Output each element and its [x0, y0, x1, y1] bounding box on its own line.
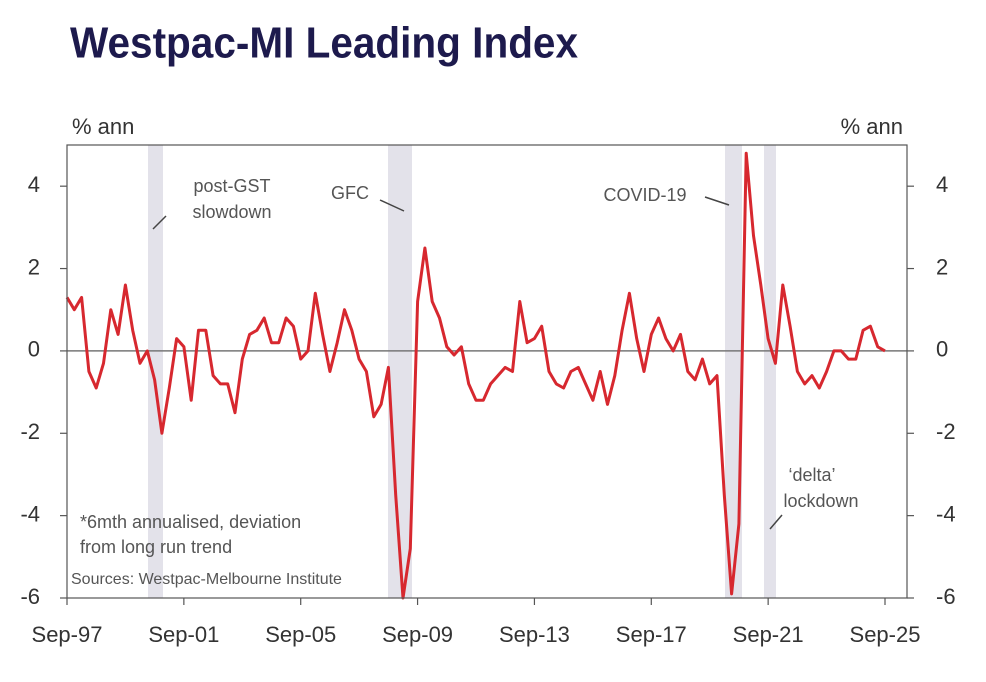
y-tick-label: -6 — [20, 584, 40, 609]
y2-tick-label: -2 — [936, 419, 956, 444]
y2-axis-label: % ann — [841, 114, 903, 139]
annotations — [152, 196, 783, 530]
annotation: post-GST — [193, 176, 270, 196]
shaded-periods — [148, 145, 776, 598]
shaded-period — [148, 145, 163, 598]
plot-frame — [66, 144, 908, 599]
y2-tick-label: 4 — [936, 172, 948, 197]
x-tick-label: Sep-97 — [32, 622, 103, 647]
note: from long run trend — [80, 537, 232, 557]
y-tick-label: 4 — [28, 172, 40, 197]
x-tick-label: Sep-21 — [733, 622, 804, 647]
x-tick-label: Sep-25 — [850, 622, 921, 647]
shaded-period — [764, 145, 776, 598]
annotation: COVID-19 — [603, 185, 686, 205]
shaded-period — [388, 145, 412, 598]
y-tick-label: 0 — [28, 337, 40, 362]
y2-tick-label: -6 — [936, 584, 956, 609]
annotation: ‘delta’ — [788, 465, 835, 485]
y2-tick-label: -4 — [936, 501, 956, 526]
data-line — [65, 151, 886, 600]
plot-area — [65, 151, 907, 600]
y-tick-label: 2 — [28, 254, 40, 279]
x-tick-label: Sep-01 — [148, 622, 219, 647]
x-tick-label: Sep-17 — [616, 622, 687, 647]
x-tick-label: Sep-05 — [265, 622, 336, 647]
shaded-period — [725, 145, 742, 598]
x-tick-label: Sep-13 — [499, 622, 570, 647]
y-axis-label: % ann — [72, 114, 134, 139]
x-tick-label: Sep-09 — [382, 622, 453, 647]
y-tick-label: -4 — [20, 501, 40, 526]
chart-title: Westpac-MI Leading Index — [70, 19, 578, 68]
note: *6mth annualised, deviation — [80, 512, 301, 532]
y2-tick-label: 0 — [936, 337, 948, 362]
annotation-leader — [152, 215, 167, 230]
annotation-leader — [379, 199, 405, 212]
annotation-leader — [769, 514, 783, 530]
y2-tick-label: 2 — [936, 254, 948, 279]
annotation: slowdown — [192, 202, 271, 222]
annotation: GFC — [331, 183, 369, 203]
annotation-leader — [704, 196, 730, 206]
y-tick-label: -2 — [20, 419, 40, 444]
source: Sources: Westpac-Melbourne Institute — [71, 571, 342, 588]
annotation: lockdown — [783, 491, 858, 511]
